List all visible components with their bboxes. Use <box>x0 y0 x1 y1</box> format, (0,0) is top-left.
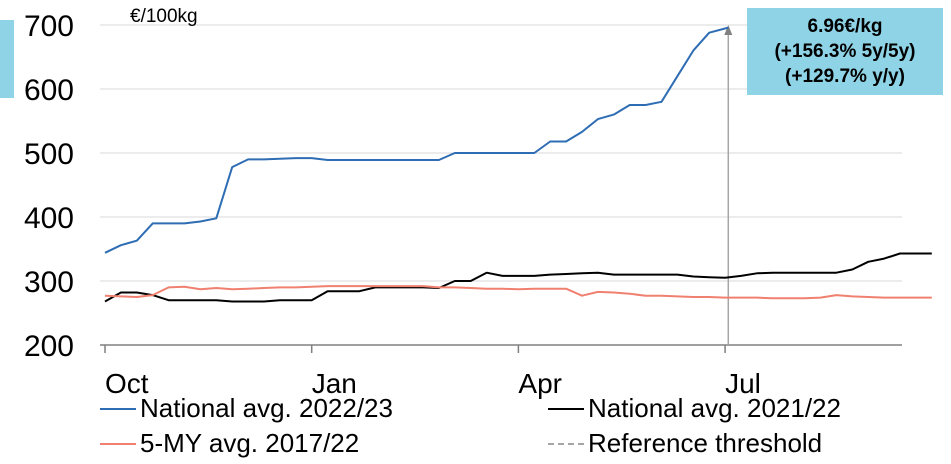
x-tick-label: Oct <box>105 368 149 399</box>
legend-swatch <box>100 442 136 445</box>
x-tick-label: Jul <box>725 368 761 399</box>
series-line-1 <box>104 252 932 303</box>
x-axis-ticks: Oct Jan Apr Jul <box>104 345 761 399</box>
legend-item-5my-avg: 5-MY avg. 2017/22 <box>100 428 359 459</box>
legend-item-reference-threshold: Reference threshold <box>548 428 822 459</box>
legend-swatch <box>100 407 136 410</box>
x-tick-label: Apr <box>518 368 562 399</box>
legend-swatch <box>548 442 584 445</box>
reference-line <box>724 25 733 345</box>
y-tick-label: 700 <box>24 10 74 43</box>
y-tick-label: 400 <box>24 202 74 235</box>
reference-arrowhead <box>724 25 733 35</box>
legend-label: National avg. 2021/22 <box>588 393 841 423</box>
series-line-0 <box>104 26 729 254</box>
value-callout: 6.96€/kg (+156.3% 5y/5y) (+129.7% y/y) <box>747 8 943 95</box>
y-axis-ticks: 200 300 400 500 600 700 <box>24 10 74 363</box>
legend-label: National avg. 2022/23 <box>140 393 393 423</box>
callout-line-1: 6.96€/kg <box>807 16 883 37</box>
series-lines <box>104 26 932 303</box>
unit-label: €/100kg <box>130 6 198 27</box>
callout-line-2: (+156.3% 5y/5y) <box>774 41 916 62</box>
y-tick-label: 200 <box>24 330 74 363</box>
legend-label: 5-MY avg. 2017/22 <box>140 428 360 458</box>
callout-line-3: (+129.7% y/y) <box>785 66 905 87</box>
x-tick-label: Jan <box>312 368 357 399</box>
series-line-2 <box>104 285 932 300</box>
legend-item-national-2022-23: National avg. 2022/23 <box>100 393 393 424</box>
y-tick-label: 600 <box>24 74 74 107</box>
legend-swatch <box>548 407 584 410</box>
side-accent-strip <box>0 20 14 98</box>
y-tick-label: 300 <box>24 266 74 299</box>
legend-item-national-2021-22: National avg. 2021/22 <box>548 393 841 424</box>
y-tick-label: 500 <box>24 138 74 171</box>
legend-label: Reference threshold <box>588 428 823 458</box>
